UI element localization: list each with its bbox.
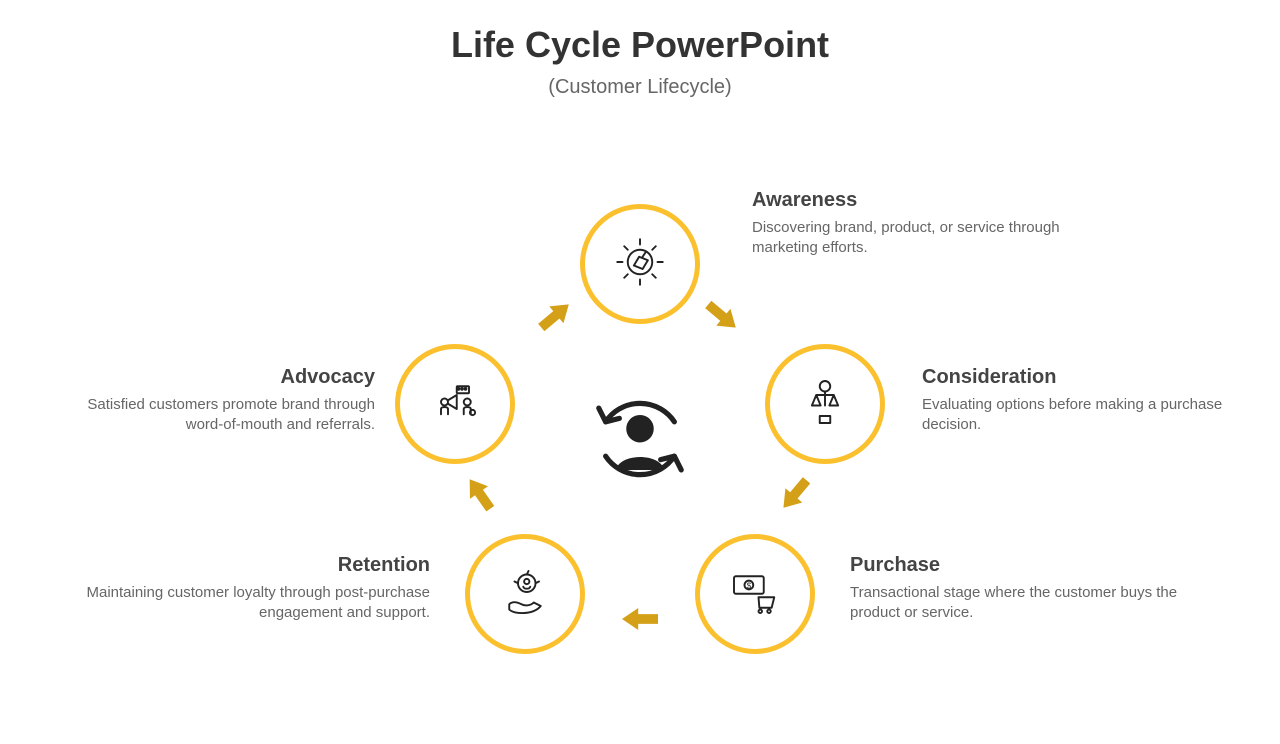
stage-label-purchase: Purchase Transactional stage where the cu… [850,554,1180,624]
arrow-consideration-to-purchase [775,473,815,515]
stage-desc-advocacy: Satisfied customers promote brand throug… [65,395,375,436]
lifecycle-diagram: Awareness Discovering brand, product, or … [0,24,1280,744]
stage-desc-purchase: Transactional stage where the customer b… [850,583,1180,624]
stage-label-awareness: Awareness Discovering brand, product, or … [752,189,1082,259]
stage-title-retention: Retention [80,554,430,577]
money-cart-icon: $ [727,564,783,625]
stage-desc-retention: Maintaining customer loyalty through pos… [80,583,430,624]
stage-circle-awareness [580,204,700,324]
stage-title-purchase: Purchase [850,554,1180,577]
center-person-refresh-icon [580,379,700,499]
stage-label-advocacy: Advocacy Satisfied customers promote bran… [65,366,375,436]
people-megaphone-icon [427,374,483,435]
stage-circle-advocacy [395,344,515,464]
stage-circle-consideration [765,344,885,464]
gear-megaphone-icon [612,234,668,295]
stage-title-consideration: Consideration [922,366,1242,389]
arrow-purchase-to-retention [622,608,658,630]
stage-title-awareness: Awareness [752,189,1082,212]
stage-label-retention: Retention Maintaining customer loyalty th… [80,554,430,624]
arrow-retention-to-advocacy [461,473,500,515]
hand-person-icon [497,564,553,625]
svg-text:$: $ [747,581,752,590]
stage-circle-retention [465,534,585,654]
person-scales-icon [797,374,853,435]
arrow-advocacy-to-awareness [534,296,576,336]
stage-label-consideration: Consideration Evaluating options before m… [922,366,1242,436]
stage-circle-purchase: $ [695,534,815,654]
stage-desc-consideration: Evaluating options before making a purch… [922,395,1242,436]
stage-desc-awareness: Discovering brand, product, or service t… [752,218,1082,259]
stage-title-advocacy: Advocacy [65,366,375,389]
arrow-awareness-to-consideration [701,296,743,336]
